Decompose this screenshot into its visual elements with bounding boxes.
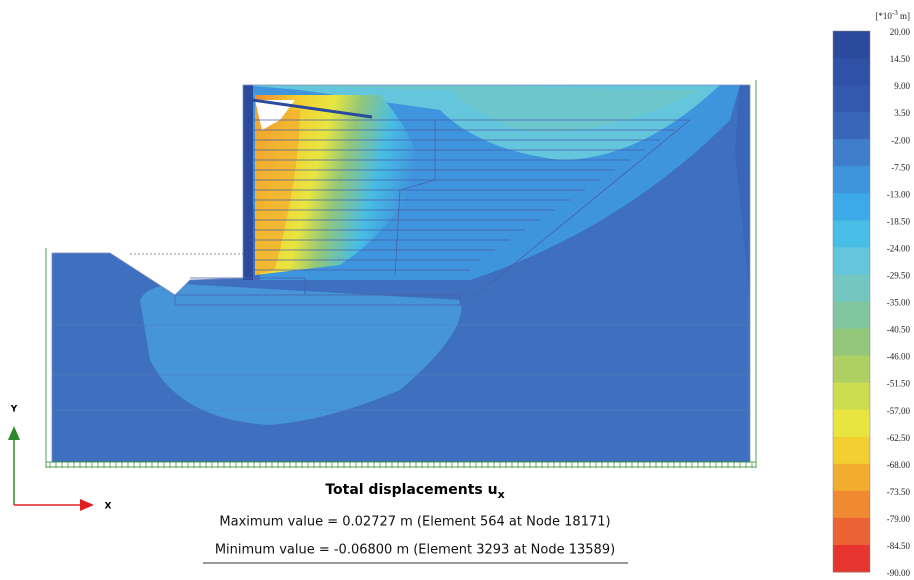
legend-label: -62.50 bbox=[887, 433, 911, 443]
legend-label: -68.00 bbox=[887, 460, 911, 470]
legend-label: -57.00 bbox=[887, 406, 911, 416]
x-arrowhead bbox=[80, 499, 94, 511]
legend-band bbox=[833, 274, 870, 302]
legend-band bbox=[833, 112, 870, 140]
fixity-ticks bbox=[49, 462, 753, 468]
legend-label: -2.00 bbox=[891, 135, 910, 145]
legend-band bbox=[833, 355, 870, 384]
legend-label: -24.00 bbox=[887, 243, 911, 253]
legend-label: -73.50 bbox=[887, 487, 911, 497]
legend-band bbox=[833, 31, 870, 59]
legend-label: 14.50 bbox=[890, 54, 911, 64]
legend-band bbox=[833, 166, 870, 194]
legend-band bbox=[833, 409, 870, 438]
legend-label: -40.50 bbox=[887, 325, 911, 335]
legend-band bbox=[833, 328, 870, 357]
legend-label: -7.50 bbox=[891, 162, 910, 172]
legend-label: -13.00 bbox=[887, 189, 911, 199]
legend-band bbox=[833, 220, 870, 248]
legend-label: 3.50 bbox=[894, 108, 910, 118]
legend-label: -51.50 bbox=[887, 379, 911, 389]
legend-band bbox=[833, 247, 870, 275]
legend-band bbox=[833, 139, 870, 167]
legend-unit: [*10-3 m] bbox=[875, 9, 910, 21]
max-value: Maximum value = 0.02727 m (Element 564 a… bbox=[219, 515, 610, 530]
legend-label: -79.00 bbox=[887, 514, 911, 524]
legend-band bbox=[833, 544, 870, 573]
axis-x-label: X bbox=[105, 502, 112, 512]
legend-label: -90.00 bbox=[887, 568, 911, 578]
min-value: Minimum value = -0.06800 m (Element 3293… bbox=[215, 543, 615, 558]
legend-band bbox=[833, 301, 870, 330]
y-arrowhead bbox=[8, 426, 20, 440]
legend-band bbox=[833, 436, 870, 465]
legend-band bbox=[833, 490, 870, 519]
legend-band bbox=[833, 193, 870, 221]
legend-label: -18.50 bbox=[887, 216, 911, 226]
legend-label: -29.50 bbox=[887, 271, 911, 281]
legend-band bbox=[833, 382, 870, 411]
legend: 20.00 14.50 9.00 3.50 -2.00 -7.50 -13.00 -18.50… bbox=[832, 27, 911, 578]
legend-band bbox=[833, 517, 870, 546]
plot-title: Total displacements ux bbox=[325, 482, 504, 501]
legend-label: 9.00 bbox=[894, 81, 910, 91]
legend-label: -35.00 bbox=[887, 298, 911, 308]
legend-label: -46.00 bbox=[887, 352, 911, 362]
legend-label: 20.00 bbox=[890, 27, 911, 37]
contour-plot bbox=[52, 85, 750, 462]
legend-band bbox=[833, 463, 870, 492]
legend-label: -84.50 bbox=[887, 541, 911, 551]
axis-y-label: Y bbox=[10, 405, 18, 415]
legend-band bbox=[833, 58, 870, 86]
legend-band bbox=[833, 85, 870, 113]
legend-frame bbox=[832, 30, 871, 573]
